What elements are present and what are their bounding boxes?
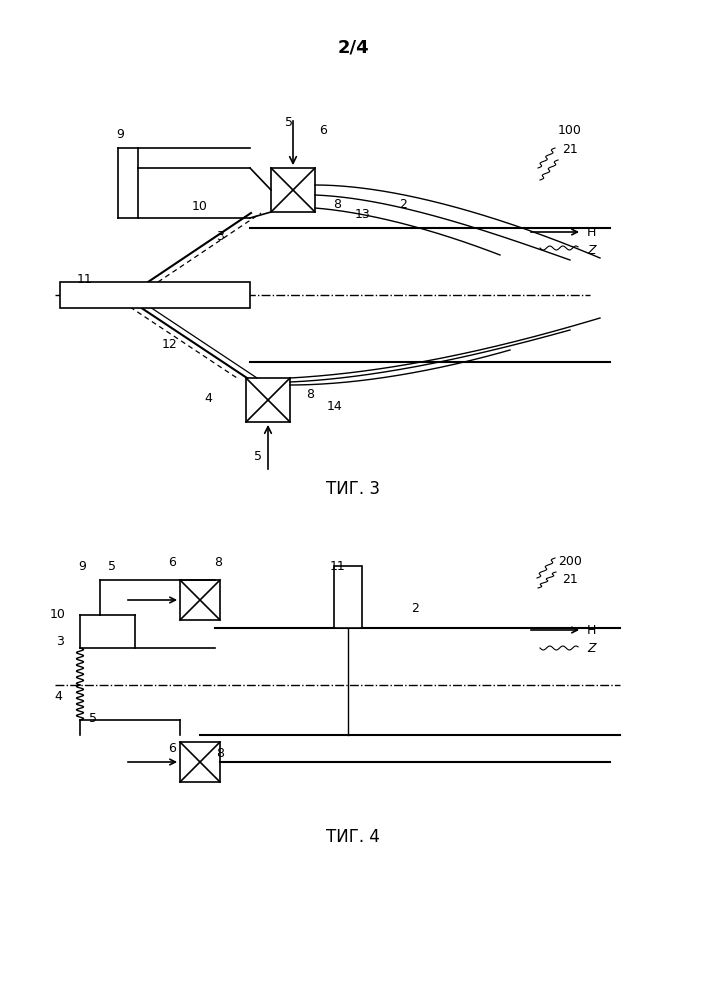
Text: 4: 4 xyxy=(204,392,212,405)
Text: 11: 11 xyxy=(77,273,93,286)
Text: 6: 6 xyxy=(168,742,176,755)
Text: 200: 200 xyxy=(558,555,582,568)
Text: 14: 14 xyxy=(327,400,343,413)
Text: 11: 11 xyxy=(330,560,346,573)
Text: 6: 6 xyxy=(319,124,327,137)
Text: 8: 8 xyxy=(306,388,314,401)
Text: H: H xyxy=(587,226,597,238)
Text: 8: 8 xyxy=(333,198,341,211)
Text: 6: 6 xyxy=(168,556,176,569)
Text: 100: 100 xyxy=(558,124,582,137)
Text: 10: 10 xyxy=(50,608,66,621)
Text: 12: 12 xyxy=(162,338,178,351)
Text: 5: 5 xyxy=(285,116,293,129)
Bar xyxy=(60,282,250,308)
Text: 5: 5 xyxy=(89,712,97,725)
Text: H: H xyxy=(587,624,597,637)
Text: 2: 2 xyxy=(411,602,419,615)
Text: 5: 5 xyxy=(108,560,116,573)
Text: 8: 8 xyxy=(214,556,222,569)
Text: Z: Z xyxy=(587,642,595,654)
Text: 10: 10 xyxy=(192,200,208,213)
Text: 9: 9 xyxy=(78,560,86,573)
Text: 2: 2 xyxy=(399,198,407,211)
Text: 21: 21 xyxy=(562,573,578,586)
Text: 8: 8 xyxy=(216,747,224,760)
Text: ΤИГ. 3: ΤИГ. 3 xyxy=(326,480,380,498)
Text: 5: 5 xyxy=(254,450,262,463)
Text: Z: Z xyxy=(587,243,595,256)
Text: 3: 3 xyxy=(216,230,224,243)
Text: 13: 13 xyxy=(355,208,371,221)
Text: ΤИГ. 4: ΤИГ. 4 xyxy=(326,828,380,846)
Text: 9: 9 xyxy=(116,128,124,141)
Text: 2/4: 2/4 xyxy=(337,38,369,56)
Text: 4: 4 xyxy=(54,690,62,703)
Text: 3: 3 xyxy=(56,635,64,648)
Bar xyxy=(334,566,362,628)
Text: 21: 21 xyxy=(562,143,578,156)
